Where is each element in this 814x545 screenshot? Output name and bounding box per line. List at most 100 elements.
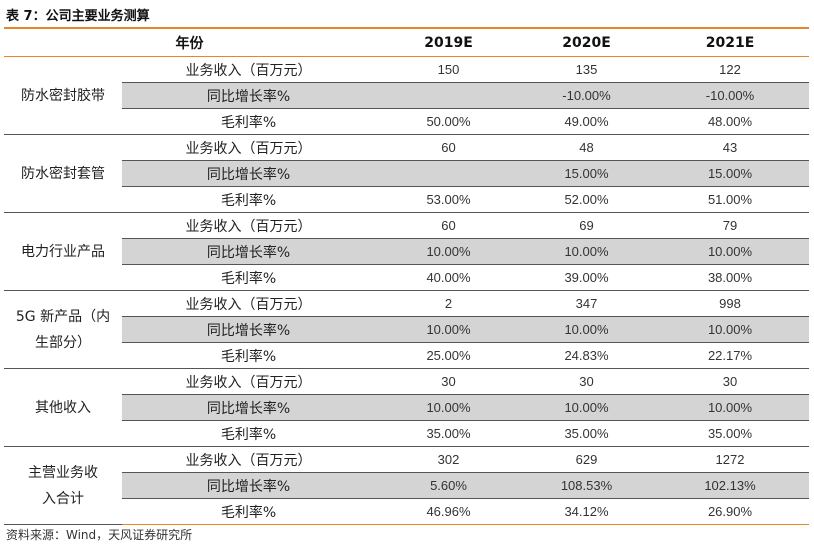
value-cell: 35.00%	[375, 420, 522, 447]
value-cell: 25.00%	[375, 342, 522, 369]
value-cell: 10.00%	[651, 238, 809, 265]
table-title: 表 7：公司主要业务测算	[6, 9, 150, 24]
value-cell: 135	[522, 56, 651, 83]
value-cell: 15.00%	[522, 160, 651, 187]
table-row: 同比增长率% 10.00% 10.00% 10.00%	[4, 394, 809, 421]
metric-label: 业务收入（百万元）	[122, 212, 375, 239]
value-cell: 26.90%	[651, 498, 809, 525]
value-cell: 102.13%	[651, 472, 809, 499]
table-row: 防水密封套管 业务收入（百万元） 60 48 43	[4, 134, 809, 213]
value-cell: 34.12%	[522, 498, 651, 525]
value-cell: 10.00%	[375, 316, 522, 343]
table-row: 毛利率% 53.00% 52.00% 51.00%	[4, 186, 809, 213]
table-row: 毛利率% 35.00% 35.00% 35.00%	[4, 420, 809, 447]
value-cell: 629	[522, 446, 651, 473]
category-name: 电力行业产品	[4, 212, 122, 291]
table-row: 同比增长率% 5.60% 108.53% 102.13%	[4, 472, 809, 499]
year-header-2021: 2021E	[651, 29, 809, 57]
value-cell: 30	[522, 368, 651, 395]
value-cell: 79	[651, 212, 809, 239]
value-cell: 998	[651, 290, 809, 317]
value-cell: 60	[375, 134, 522, 161]
value-cell: 15.00%	[651, 160, 809, 187]
table-row: 其他收入 业务收入（百万元） 30 30 30	[4, 368, 809, 447]
value-cell: -10.00%	[522, 82, 651, 109]
value-cell: 30	[651, 368, 809, 395]
metric-label: 同比增长率%	[122, 82, 375, 109]
metric-label: 业务收入（百万元）	[122, 446, 375, 473]
year-header-2020: 2020E	[522, 29, 651, 57]
value-cell: 347	[522, 290, 651, 317]
value-cell: -10.00%	[651, 82, 809, 109]
metric-label: 业务收入（百万元）	[122, 134, 375, 161]
value-cell: 30	[375, 368, 522, 395]
metric-label: 业务收入（百万元）	[122, 368, 375, 395]
category-name: 其他收入	[4, 368, 122, 447]
category-name: 防水密封套管	[4, 134, 122, 213]
table-body: 防水密封胶带 业务收入（百万元） 150 135 122 同比增长率% -10.00% -10…	[4, 56, 809, 525]
value-cell	[375, 160, 522, 187]
value-cell: 48.00%	[651, 108, 809, 135]
table-row: 同比增长率% 15.00% 15.00%	[4, 160, 809, 187]
value-cell: 10.00%	[651, 394, 809, 421]
table-row: 同比增长率% -10.00% -10.00%	[4, 82, 809, 109]
value-cell: 35.00%	[651, 420, 809, 447]
table-row: 主营业务收入合计 业务收入（百万元） 302 629 1272	[4, 446, 809, 525]
metric-label: 毛利率%	[122, 342, 375, 369]
value-cell: 49.00%	[522, 108, 651, 135]
value-cell: 2	[375, 290, 522, 317]
value-cell: 39.00%	[522, 264, 651, 291]
year-header-label: 年份	[4, 29, 375, 57]
value-cell: 46.96%	[375, 498, 522, 525]
value-cell: 10.00%	[375, 238, 522, 265]
metric-label: 毛利率%	[122, 186, 375, 213]
source-note: 资料来源：Wind，天风证券研究所	[6, 528, 193, 542]
value-cell	[375, 82, 522, 109]
value-cell: 43	[651, 134, 809, 161]
value-cell: 150	[375, 56, 522, 83]
category-name: 主营业务收入合计	[4, 446, 122, 525]
value-cell: 122	[651, 56, 809, 83]
value-cell: 48	[522, 134, 651, 161]
value-cell: 60	[375, 212, 522, 239]
value-cell: 35.00%	[522, 420, 651, 447]
table-row: 毛利率% 40.00% 39.00% 38.00%	[4, 264, 809, 291]
value-cell: 10.00%	[375, 394, 522, 421]
value-cell: 10.00%	[651, 316, 809, 343]
table-row: 毛利率% 25.00% 24.83% 22.17%	[4, 342, 809, 369]
value-cell: 302	[375, 446, 522, 473]
header-row: 年份 2019E 2020E 2021E	[4, 29, 809, 57]
table-row: 同比增长率% 10.00% 10.00% 10.00%	[4, 238, 809, 265]
table-row: 毛利率% 46.96% 34.12% 26.90%	[4, 498, 809, 525]
metric-label: 同比增长率%	[122, 160, 375, 187]
metric-label: 业务收入（百万元）	[122, 290, 375, 317]
metric-label: 同比增长率%	[122, 472, 375, 499]
value-cell: 24.83%	[522, 342, 651, 369]
value-cell: 108.53%	[522, 472, 651, 499]
metric-label: 毛利率%	[122, 264, 375, 291]
metric-label: 同比增长率%	[122, 394, 375, 421]
table-row: 电力行业产品 业务收入（百万元） 60 69 79	[4, 212, 809, 291]
metric-label: 毛利率%	[122, 498, 375, 525]
value-cell: 38.00%	[651, 264, 809, 291]
category-name: 防水密封胶带	[4, 56, 122, 135]
value-cell: 50.00%	[375, 108, 522, 135]
value-cell: 53.00%	[375, 186, 522, 213]
top-rule	[4, 27, 809, 29]
value-cell: 10.00%	[522, 394, 651, 421]
table-row: 毛利率% 50.00% 49.00% 48.00%	[4, 108, 809, 135]
metric-label: 毛利率%	[122, 420, 375, 447]
value-cell: 10.00%	[522, 316, 651, 343]
metric-label: 业务收入（百万元）	[122, 56, 375, 83]
value-cell: 40.00%	[375, 264, 522, 291]
year-header-2019: 2019E	[375, 29, 522, 57]
value-cell: 5.60%	[375, 472, 522, 499]
metric-label: 毛利率%	[122, 108, 375, 135]
table-row: 同比增长率% 10.00% 10.00% 10.00%	[4, 316, 809, 343]
table-row: 防水密封胶带 业务收入（百万元） 150 135 122	[4, 56, 809, 135]
value-cell: 10.00%	[522, 238, 651, 265]
category-name: 5G 新产品（内生部分）	[4, 290, 122, 369]
value-cell: 52.00%	[522, 186, 651, 213]
business-forecast-table: 年份 2019E 2020E 2021E 防水密封胶带 业务收入（百万元） 150 1…	[4, 29, 809, 525]
value-cell: 69	[522, 212, 651, 239]
